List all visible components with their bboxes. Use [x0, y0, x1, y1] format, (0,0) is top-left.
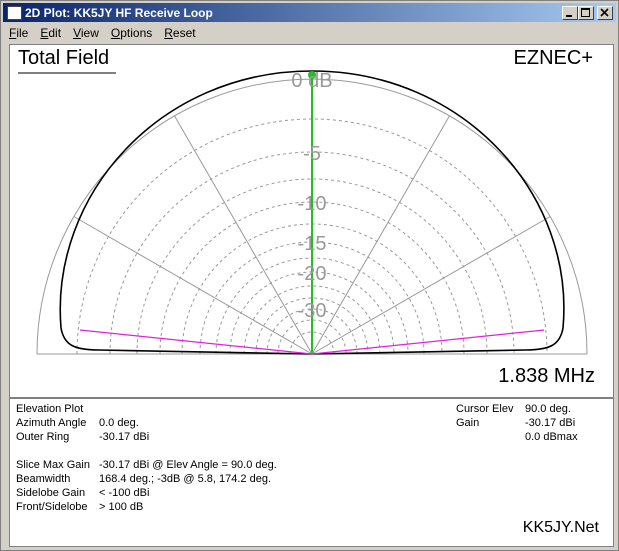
menu-item[interactable]: Edit: [40, 26, 62, 40]
radial-line: [311, 115, 450, 355]
polar-plot: Total Field EZNEC+ 1.838 MHz 0 dB -5 -10 -1…: [18, 47, 595, 387]
dashed-ring: [266, 308, 358, 355]
ring-label: -5: [303, 143, 321, 165]
info-panel: Elevation Plot Azimuth Angle 0.0 deg. Outer…: [9, 398, 614, 547]
footer: KK5JY.Net: [522, 519, 599, 536]
info-value: 168.4 deg.; -3dB @ 5.8, 174.2 deg.: [99, 473, 272, 485]
info-label: Azimuth Angle: [16, 417, 87, 429]
info-label: Sidelobe Gain: [16, 487, 86, 499]
cursor-dot: [308, 71, 316, 79]
plot-title: Total Field: [18, 47, 109, 69]
frequency: 1.838 MHz: [498, 365, 595, 387]
cursor-label: Gain: [456, 417, 480, 429]
menu-item[interactable]: Options: [110, 26, 153, 40]
info-value: < -100 dBi: [99, 487, 150, 499]
menu-bar: File Edit View Options Reset: [3, 24, 202, 42]
cursor-label: Cursor Elev: [456, 403, 514, 415]
cursor-relative: 0.0 dBmax: [525, 431, 578, 443]
info-value: -30.17 dBi: [99, 431, 150, 443]
dashed-ring: [243, 285, 381, 355]
dashed-ring: [159, 201, 465, 355]
radial-line: [311, 216, 551, 355]
dashed-ring: [255, 297, 369, 355]
plot-area: Total Field EZNEC+ 1.838 MHz 0 dB -5 -10 -1…: [9, 44, 614, 398]
ring-label: -10: [298, 193, 327, 215]
menu-item[interactable]: File: [9, 26, 29, 40]
info-label: Slice Max Gain: [16, 459, 90, 471]
cursor-value: -30.17 dBi: [525, 417, 576, 429]
radial-line: [174, 115, 313, 355]
ring-label: -30: [298, 300, 327, 322]
radial-line: [73, 216, 313, 355]
ring-label: -15: [298, 233, 327, 255]
menu-item[interactable]: Reset: [164, 26, 196, 40]
minimize-button[interactable]: [562, 6, 578, 20]
ring-label: -20: [298, 263, 327, 285]
window-icon: [7, 6, 22, 20]
brand: EZNEC+: [514, 47, 593, 69]
dashed-ring: [136, 178, 488, 355]
maximize-button[interactable]: [578, 6, 594, 20]
info-label: Outer Ring: [16, 431, 70, 443]
dashed-ring: [289, 331, 335, 355]
info-value: > 100 dB: [99, 501, 144, 513]
info-label: Beamwidth: [16, 473, 71, 485]
plot-type: Elevation Plot: [16, 403, 84, 415]
dashed-ring: [277, 319, 347, 355]
window-title: 2D Plot: KK5JY HF Receive Loop: [25, 6, 213, 20]
ring-label: 0 dB: [291, 70, 332, 92]
info-label: Front/Sidelobe: [16, 501, 88, 513]
pattern-curve: [59, 70, 565, 355]
menu-item[interactable]: View: [73, 26, 99, 40]
cursor-value: 90.0 deg.: [525, 403, 571, 415]
close-button[interactable]: [597, 6, 613, 20]
info-value: 0.0 deg.: [99, 417, 139, 429]
title-bar: 2D Plot: KK5JY HF Receive Loop: [3, 3, 616, 22]
dashed-ring: [109, 151, 515, 355]
info-value: -30.17 dBi @ Elev Angle = 90.0 deg.: [99, 459, 277, 471]
